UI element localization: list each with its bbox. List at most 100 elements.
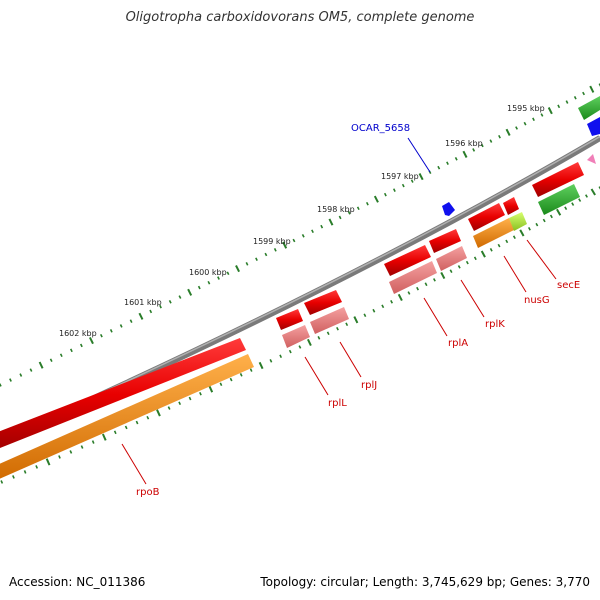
- outer-tick: [129, 319, 133, 323]
- gene-block-red-right[interactable]: [532, 162, 584, 197]
- gene-label-rplL: rplL: [328, 398, 347, 409]
- inner-tick: [113, 430, 117, 435]
- inner-tick: [336, 326, 339, 331]
- gene-block-blue-top[interactable]: [587, 117, 600, 136]
- inner-tick: [505, 239, 509, 244]
- gene-block-rplJ-pink[interactable]: [310, 307, 349, 334]
- inner-tick: [178, 401, 182, 406]
- outer-tick: [38, 361, 44, 369]
- gene-block-pink-small[interactable]: [587, 154, 596, 164]
- inner-tick: [0, 480, 4, 484]
- leader-line-rplK: [460, 279, 485, 318]
- kbp-label: 1601 kbp: [124, 298, 162, 307]
- inner-tick: [249, 368, 253, 372]
- gene-block-rplL-red[interactable]: [276, 309, 303, 330]
- outer-tick: [89, 336, 94, 345]
- inner-tick: [527, 227, 531, 231]
- gene-block-rplA-pink[interactable]: [389, 261, 437, 294]
- outer-tick: [168, 300, 172, 304]
- gene-block-rplA-red[interactable]: [384, 245, 431, 276]
- gene-block-rplJ-red[interactable]: [304, 290, 342, 315]
- gene-block-rplK-red[interactable]: [429, 229, 461, 253]
- outer-tick: [446, 161, 449, 165]
- gene-block-OCAR_5658-blue[interactable]: [442, 202, 455, 216]
- outer-tick: [401, 183, 405, 188]
- inner-tick: [208, 385, 214, 393]
- outer-tick: [149, 309, 153, 314]
- outer-tick-ring: [0, 83, 600, 387]
- gene-block-green-top[interactable]: [578, 96, 600, 120]
- gene-block-secE-red[interactable]: [503, 197, 519, 215]
- leader-line-rplJ: [339, 341, 362, 378]
- inner-tick: [480, 250, 486, 258]
- inner-tick: [407, 291, 411, 295]
- gene-block-rplK-pink[interactable]: [436, 246, 467, 271]
- inner-tick: [156, 409, 161, 417]
- outer-tick: [383, 192, 387, 197]
- gene-block-rpoB-red[interactable]: [0, 338, 246, 452]
- inner-tick: [571, 202, 575, 206]
- outer-tick: [489, 139, 493, 143]
- gene-block-rplL-pink[interactable]: [282, 325, 310, 348]
- outer-tick: [29, 368, 33, 372]
- leader-line-rplL: [304, 356, 329, 396]
- outer-tick: [264, 252, 268, 257]
- outer-tick: [498, 134, 501, 139]
- gene-block-secE-lime[interactable]: [509, 212, 527, 231]
- outer-tick: [138, 312, 144, 320]
- outer-tick: [207, 280, 211, 285]
- gene-label-nusG: nusG: [524, 295, 550, 306]
- outer-tick: [19, 373, 23, 377]
- outer-tick: [373, 195, 379, 203]
- outer-tick: [462, 150, 468, 158]
- kbp-label: 1598 kbp: [317, 205, 355, 214]
- outer-tick: [557, 104, 561, 109]
- inner-tick: [288, 349, 292, 354]
- inner-tick: [542, 218, 546, 223]
- inner-tick: [279, 354, 283, 359]
- inner-tick: [416, 286, 420, 291]
- outer-tick: [410, 179, 414, 183]
- footer-stats: Topology: circular; Length: 3,745,629 bp…: [260, 575, 590, 589]
- inner-tick: [564, 206, 568, 210]
- gene-block-rpoB-orange[interactable]: [0, 354, 254, 483]
- inner-tick: [326, 331, 330, 336]
- inner-tick: [590, 188, 596, 196]
- inner-tick: [167, 406, 171, 410]
- outer-tick: [515, 126, 519, 130]
- outer-tick: [69, 348, 73, 353]
- inner-tick: [397, 293, 403, 302]
- inner-tick: [465, 260, 469, 265]
- inner-tick: [489, 248, 493, 252]
- inner-tick: [69, 450, 73, 454]
- gene-block-nusG-orange[interactable]: [473, 218, 514, 248]
- outer-tick: [392, 188, 396, 192]
- gene-block-nusG-red[interactable]: [468, 203, 505, 231]
- inner-tick: [535, 222, 539, 227]
- page-title: Oligotropha carboxidovorans OM5, complet…: [125, 10, 475, 25]
- outer-tick: [311, 229, 314, 234]
- gene-blocks-inner: [0, 184, 580, 483]
- inner-tick: [512, 235, 516, 239]
- kbp-label: 1595 kbp: [507, 104, 545, 113]
- inner-tick: [440, 271, 446, 280]
- inner-tick: [390, 300, 394, 304]
- inner-tick: [549, 214, 553, 219]
- outer-tick: [532, 117, 535, 122]
- gene-block-green-right[interactable]: [538, 184, 580, 215]
- outer-tick: [99, 333, 103, 338]
- inner-tick: [372, 308, 376, 313]
- gene-label-OCAR_5658: OCAR_5658: [351, 123, 410, 134]
- outer-tick: [273, 248, 277, 252]
- leader-line-secE: [526, 239, 557, 280]
- gene-label-rplK: rplK: [485, 319, 505, 330]
- outer-tick: [356, 206, 360, 211]
- inner-tick-ring: [0, 186, 600, 484]
- kbp-label: 1597 kbp: [381, 172, 419, 181]
- outer-tick: [328, 218, 334, 226]
- inner-tick: [519, 229, 525, 237]
- outer-tick: [255, 257, 258, 261]
- outer-tick: [505, 128, 511, 136]
- gene-labels: OCAR_5658 secE nusG rplK rplA rplJ rplL …: [136, 123, 580, 498]
- inner-tick: [219, 382, 223, 387]
